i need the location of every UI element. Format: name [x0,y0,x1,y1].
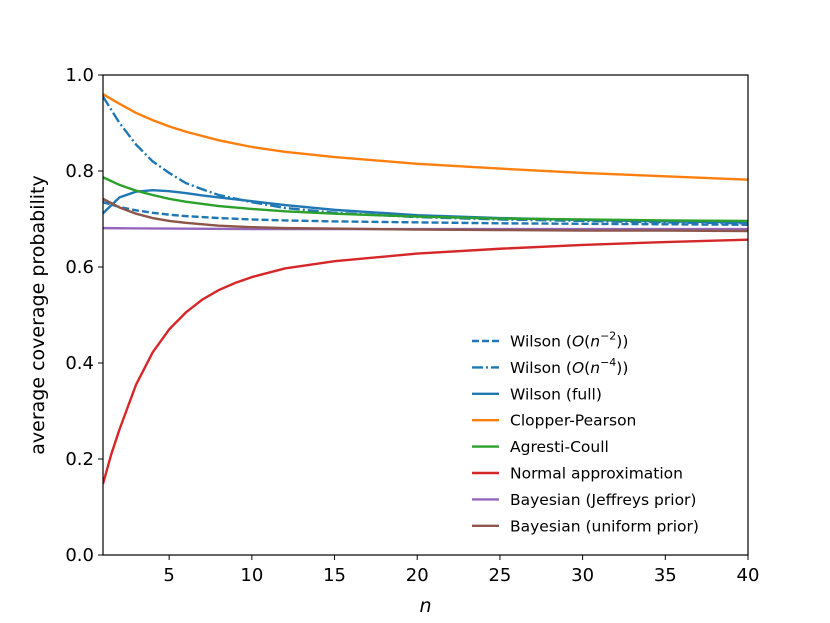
y-axis-label: average coverage probability [27,175,49,454]
series-line-5 [103,176,748,223]
x-tick-label: 5 [163,565,174,586]
y-tick-label: 0.8 [65,161,94,182]
legend-label-1: Wilson (O(n−2)) [510,330,628,351]
legend-label-6: Normal approximation [510,465,683,483]
y-tick-label: 0.0 [65,545,94,566]
y-axis: 0.0 0.2 0.4 0.6 0.8 1.0 [65,65,103,566]
legend: Wilson (O(n−2)) Wilson (O(n−4)) Wilson (fu… [472,330,699,535]
x-tick-label: 30 [571,565,594,586]
x-tick-label: 10 [240,565,263,586]
series-line-8 [103,197,748,233]
legend-label-4: Clopper-Pearson [510,412,636,430]
legend-label-2: Wilson (O(n−4)) [510,356,628,377]
series-line-1 [103,201,748,226]
x-tick-label: 20 [406,565,429,586]
x-axis: 5 10 15 20 25 30 35 40 [163,555,759,586]
series-line-4 [103,93,748,181]
y-tick-label: 1.0 [65,65,94,86]
y-tick-label: 0.4 [65,353,94,374]
x-tick-label: 25 [488,565,511,586]
y-tick-label: 0.6 [65,257,94,278]
x-tick-label: 40 [737,565,760,586]
x-tick-label: 35 [654,565,677,586]
legend-label-8: Bayesian (uniform prior) [510,517,699,535]
series-layer [103,93,748,485]
legend-label-7: Bayesian (Jeffreys prior) [510,491,696,509]
plot-frame [102,74,749,556]
legend-label-3: Wilson (full) [510,385,602,403]
legend-label-5: Agresti-Coull [510,438,609,456]
x-axis-label: n [419,595,431,617]
series-line-6 [103,238,748,485]
y-tick-label: 0.2 [65,449,94,470]
x-tick-label: 15 [323,565,346,586]
